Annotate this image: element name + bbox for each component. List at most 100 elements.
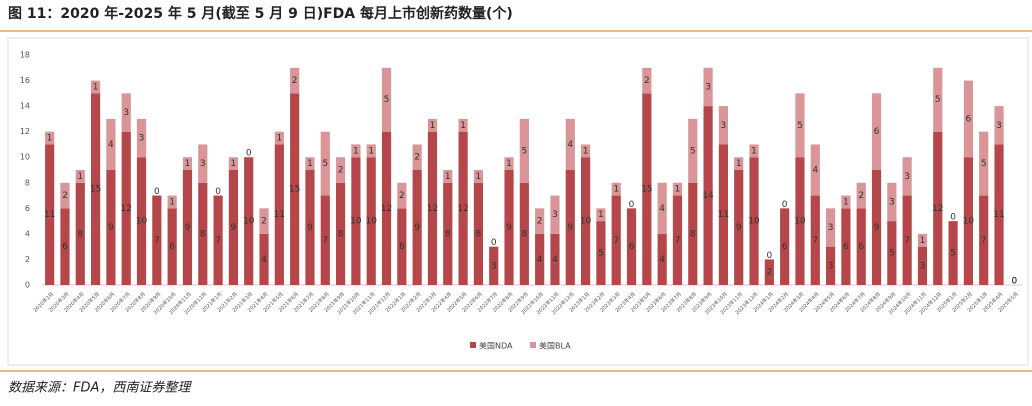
bar-segment	[458, 131, 468, 285]
data-label: 0	[782, 200, 788, 210]
bar-segment	[550, 195, 560, 234]
legend-label: 美国BLA	[539, 341, 571, 351]
data-label: 8	[338, 229, 344, 239]
data-label: 10	[243, 217, 255, 227]
data-label: 0	[154, 187, 160, 197]
data-label: 2	[537, 217, 543, 227]
data-label: 4	[659, 255, 665, 265]
data-label: 6	[169, 242, 175, 252]
bar-segment	[780, 208, 790, 285]
data-label: 3	[889, 197, 895, 207]
data-label: 1	[583, 146, 589, 156]
data-label: 5	[935, 95, 941, 105]
data-label: 0	[1011, 277, 1017, 287]
data-label: 1	[598, 210, 604, 220]
data-label: 5	[981, 159, 987, 169]
data-label: 1	[445, 172, 451, 182]
data-label: 9	[231, 223, 237, 233]
data-label: 3	[200, 159, 206, 169]
bar-segment	[182, 157, 193, 170]
bar-segment	[917, 233, 928, 247]
data-label: 10	[136, 217, 148, 227]
data-label: 1	[185, 159, 191, 169]
bar-segment	[504, 157, 514, 170]
data-label: 6	[966, 114, 972, 124]
bar-segment	[60, 208, 70, 285]
bar-segment	[933, 67, 943, 132]
data-label: 5	[889, 249, 895, 259]
bar-segment	[795, 93, 805, 158]
data-label: 1	[93, 82, 99, 92]
data-label: 3	[705, 82, 711, 92]
data-label: 5	[690, 146, 696, 156]
data-label: 3	[123, 108, 129, 118]
bar-segment	[565, 118, 575, 170]
bar-segment	[228, 157, 238, 170]
bar-segment	[320, 195, 330, 285]
bar-segment	[136, 118, 147, 158]
bar-segment	[473, 170, 483, 183]
bar-segment	[458, 118, 468, 132]
bar-segment	[672, 182, 683, 196]
bar-segment	[228, 170, 238, 285]
y-tick-label: 10	[20, 153, 30, 162]
bar-segment	[856, 182, 866, 209]
data-label: 9	[736, 223, 742, 233]
data-label: 2	[644, 76, 650, 86]
data-label: 8	[521, 229, 527, 239]
data-label: 6	[874, 127, 880, 137]
bar-segment	[167, 208, 177, 285]
bar-segment	[642, 67, 652, 94]
data-label: 7	[215, 236, 221, 246]
bar-segment	[749, 144, 759, 158]
y-tick-label: 18	[20, 51, 30, 60]
data-label: 15	[90, 185, 101, 195]
data-label: 6	[843, 242, 849, 252]
bar-segment	[91, 80, 101, 94]
data-label: 0	[629, 200, 635, 210]
bar-segment	[963, 80, 973, 158]
data-label: 6	[858, 242, 864, 252]
bar-segment	[871, 93, 882, 170]
data-label: 8	[77, 229, 83, 239]
bar-segment	[106, 170, 116, 285]
bar-segment	[75, 182, 85, 285]
data-label: 3	[491, 261, 497, 271]
bar-segment	[581, 144, 591, 158]
bar-segment	[535, 208, 545, 234]
data-label: 2	[414, 153, 420, 163]
bar-segment	[718, 106, 728, 145]
data-label: 8	[690, 229, 696, 239]
data-label: 1	[169, 197, 175, 207]
data-label: 12	[381, 204, 392, 214]
data-label: 3	[904, 172, 910, 182]
bar-segment	[381, 67, 392, 132]
data-label: 1	[77, 172, 83, 182]
bar-segment	[106, 118, 116, 170]
data-label: 0	[215, 187, 221, 197]
bar-segment	[121, 131, 131, 285]
data-label: 10	[748, 217, 760, 227]
y-tick-label: 8	[25, 178, 30, 187]
y-tick-label: 4	[25, 229, 30, 238]
bar-segment	[963, 157, 973, 285]
data-label: 5	[521, 146, 527, 156]
data-label: 7	[154, 236, 160, 246]
bar-segment	[198, 182, 208, 285]
bar-segment	[826, 246, 836, 285]
data-label: 10	[350, 217, 362, 227]
data-label: 9	[108, 223, 114, 233]
data-label: 3	[721, 121, 727, 131]
y-tick-label: 0	[25, 281, 30, 290]
data-label: 1	[307, 159, 313, 169]
data-label: 7	[812, 236, 818, 246]
bar-segment	[443, 182, 453, 285]
data-label: 5	[322, 159, 328, 169]
bar-segment	[841, 195, 851, 209]
data-label: 1	[47, 134, 53, 144]
data-label: 2	[858, 191, 864, 201]
bar-segment	[611, 182, 621, 196]
data-label: 0	[950, 213, 956, 223]
bar-segment	[305, 170, 315, 285]
bar-segment	[887, 221, 897, 285]
